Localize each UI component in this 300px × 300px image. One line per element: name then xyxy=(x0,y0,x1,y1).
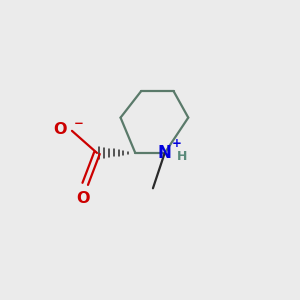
Text: −: − xyxy=(74,117,83,130)
Text: +: + xyxy=(172,137,182,150)
Text: O: O xyxy=(53,122,67,137)
Text: H: H xyxy=(177,150,187,163)
Text: N: N xyxy=(158,144,172,162)
Text: O: O xyxy=(76,191,90,206)
